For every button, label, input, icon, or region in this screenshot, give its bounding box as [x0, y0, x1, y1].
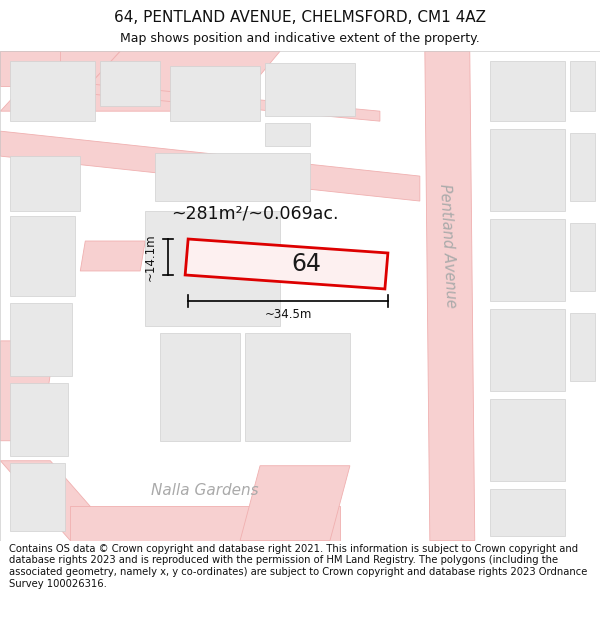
Polygon shape: [160, 333, 240, 441]
Text: Pentland Avenue: Pentland Avenue: [437, 184, 458, 308]
Polygon shape: [240, 466, 350, 541]
Polygon shape: [80, 241, 145, 271]
Text: ~14.1m: ~14.1m: [143, 233, 157, 281]
Polygon shape: [425, 51, 475, 541]
Polygon shape: [155, 153, 310, 201]
Polygon shape: [1, 131, 420, 201]
Polygon shape: [100, 61, 160, 106]
Text: Contains OS data © Crown copyright and database right 2021. This information is : Contains OS data © Crown copyright and d…: [9, 544, 587, 589]
Polygon shape: [490, 489, 565, 536]
Polygon shape: [569, 133, 595, 201]
Polygon shape: [490, 129, 565, 211]
Polygon shape: [170, 66, 260, 121]
Polygon shape: [65, 51, 280, 111]
Polygon shape: [569, 313, 595, 381]
Polygon shape: [185, 239, 388, 289]
Polygon shape: [1, 461, 120, 541]
Polygon shape: [265, 123, 310, 146]
Polygon shape: [10, 383, 68, 456]
Text: 64: 64: [292, 252, 322, 276]
Text: Nalla Gardens: Nalla Gardens: [151, 483, 259, 498]
Polygon shape: [145, 211, 280, 326]
Text: ~281m²/~0.069ac.: ~281m²/~0.069ac.: [172, 204, 339, 222]
Text: ~34.5m: ~34.5m: [265, 308, 312, 321]
Polygon shape: [10, 156, 80, 211]
Polygon shape: [10, 61, 95, 121]
Polygon shape: [245, 333, 350, 441]
Polygon shape: [1, 51, 120, 111]
Polygon shape: [265, 63, 355, 116]
Polygon shape: [10, 462, 65, 531]
Polygon shape: [10, 216, 75, 296]
Polygon shape: [569, 223, 595, 291]
Polygon shape: [1, 51, 61, 86]
Polygon shape: [490, 219, 565, 301]
Polygon shape: [10, 303, 72, 376]
Polygon shape: [490, 309, 565, 391]
Polygon shape: [490, 61, 565, 121]
Polygon shape: [569, 61, 595, 111]
Text: 64, PENTLAND AVENUE, CHELMSFORD, CM1 4AZ: 64, PENTLAND AVENUE, CHELMSFORD, CM1 4AZ: [114, 10, 486, 25]
Polygon shape: [490, 399, 565, 481]
Polygon shape: [61, 81, 380, 121]
Text: Map shows position and indicative extent of the property.: Map shows position and indicative extent…: [120, 32, 480, 45]
Polygon shape: [1, 341, 55, 441]
Polygon shape: [70, 506, 340, 541]
